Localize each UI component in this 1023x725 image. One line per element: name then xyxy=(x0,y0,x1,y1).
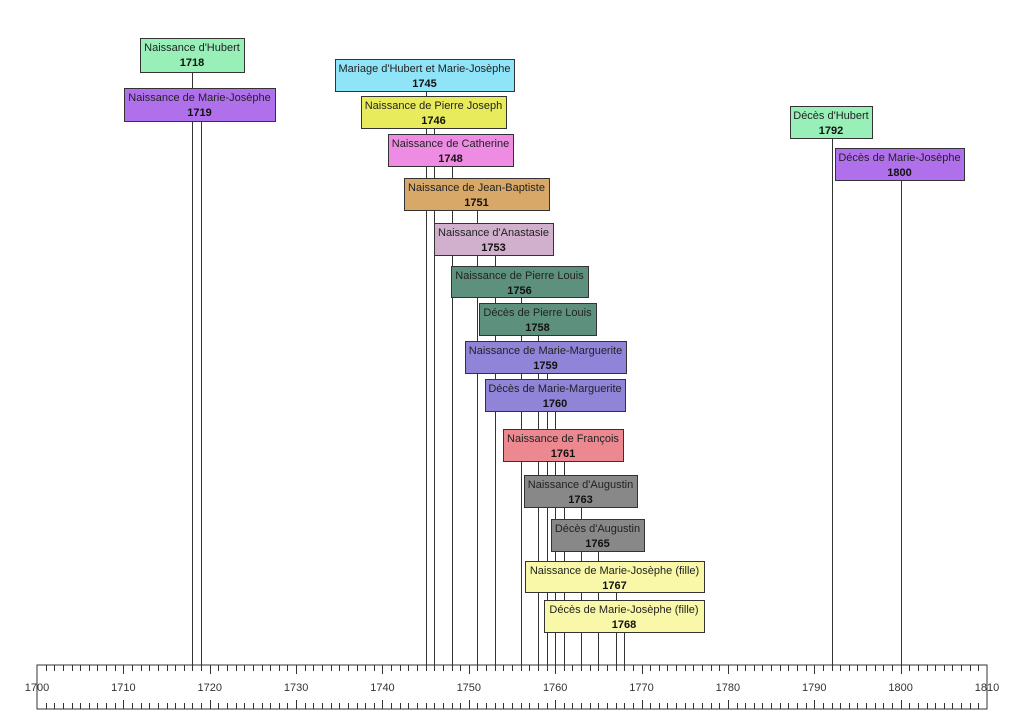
event-box-bg xyxy=(544,600,705,633)
event-label: Naissance d'Hubert xyxy=(144,42,240,54)
event-box-bg xyxy=(790,106,873,139)
axis-tick-label: 1730 xyxy=(284,682,308,694)
event-label: Naissance de François xyxy=(507,433,619,445)
event-box-bg xyxy=(479,303,597,336)
event-label: Décès d'Hubert xyxy=(793,110,868,122)
event-year: 1746 xyxy=(421,115,445,127)
axis-tick-label: 1720 xyxy=(197,682,221,694)
event-box: Naissance de Jean-Baptiste 1751 xyxy=(404,178,550,211)
event-box: Naissance de Marie-Josèphe (fille) 1767 xyxy=(525,561,705,593)
event-box: Décès d'Augustin 1765 xyxy=(551,519,645,552)
axis-tick-label: 1780 xyxy=(716,682,740,694)
time-axis: 1700 1710 1720 1730 1740 1750 1760 1770 1780 1790… xyxy=(25,664,999,710)
event-label: Mariage d'Hubert et Marie-Josèphe xyxy=(338,63,510,75)
event-label: Naissance de Jean-Baptiste xyxy=(408,182,545,194)
event-box-bg xyxy=(404,178,550,211)
event-year: 1718 xyxy=(180,57,204,69)
event-label: Naissance de Pierre Louis xyxy=(455,270,584,282)
event-box-bg xyxy=(361,96,507,129)
event-box-bg xyxy=(524,475,638,508)
event-label: Naissance d'Augustin xyxy=(528,479,633,491)
event-label: Décès d'Augustin xyxy=(555,523,640,535)
event-year: 1760 xyxy=(543,398,567,410)
event-box-bg xyxy=(503,429,624,462)
axis-tick-label: 1710 xyxy=(111,682,135,694)
event-year: 1792 xyxy=(819,125,843,137)
event-box-bg xyxy=(465,341,627,374)
event-box: Naissance de François 1761 xyxy=(503,429,624,462)
event-box: Décès de Marie-Marguerite 1760 xyxy=(485,379,626,412)
event-year: 1751 xyxy=(464,197,488,209)
event-label: Naissance de Pierre Joseph xyxy=(365,100,503,112)
event-boxes: Naissance d'Hubert 1718 Naissance de Marie… xyxy=(124,38,965,633)
event-box-bg xyxy=(485,379,626,412)
event-label: Naissance de Catherine xyxy=(392,138,509,150)
axis-tick-label: 1770 xyxy=(629,682,653,694)
event-label: Naissance de Marie-Josèphe (fille) xyxy=(530,565,699,577)
axis-frame xyxy=(36,664,988,710)
axis-tick-label: 1700 xyxy=(25,682,49,694)
event-box-bg xyxy=(335,59,515,92)
event-label: Décès de Marie-Josèphe (fille) xyxy=(549,604,698,616)
event-box: Naissance de Marie-Marguerite 1759 xyxy=(465,341,627,374)
event-box-bg xyxy=(451,266,589,298)
event-box: Naissance de Pierre Joseph 1746 xyxy=(361,96,507,129)
event-box: Naissance d'Augustin 1763 xyxy=(524,475,638,508)
event-box: Décès d'Hubert 1792 xyxy=(790,106,873,139)
event-box-bg xyxy=(140,38,245,73)
event-box: Décès de Marie-Josèphe 1800 xyxy=(835,148,965,181)
event-label: Naissance de Marie-Marguerite xyxy=(469,345,622,357)
event-box-bg xyxy=(525,561,705,593)
event-box: Décès de Pierre Louis 1758 xyxy=(479,303,597,336)
event-label: Décès de Pierre Louis xyxy=(483,307,592,319)
event-year: 1767 xyxy=(602,580,626,592)
event-box-bg xyxy=(434,223,554,256)
event-year: 1800 xyxy=(887,167,911,179)
axis-tick-label: 1740 xyxy=(370,682,394,694)
axis-tick-label: 1790 xyxy=(802,682,826,694)
event-label: Décès de Marie-Josèphe xyxy=(838,152,960,164)
event-box: Mariage d'Hubert et Marie-Josèphe 1745 xyxy=(335,59,515,92)
event-box: Naissance d'Hubert 1718 xyxy=(140,38,245,73)
event-label: Décès de Marie-Marguerite xyxy=(488,383,621,395)
event-year: 1765 xyxy=(585,538,609,550)
event-box-bg xyxy=(124,88,276,122)
event-label: Naissance d'Anastasie xyxy=(438,227,549,239)
event-label: Naissance de Marie-Josèphe xyxy=(128,92,270,104)
event-year: 1763 xyxy=(568,494,592,506)
event-year: 1753 xyxy=(481,242,505,254)
event-year: 1768 xyxy=(612,619,636,631)
event-box: Décès de Marie-Josèphe (fille) 1768 xyxy=(544,600,705,633)
event-box: Naissance de Marie-Josèphe 1719 xyxy=(124,88,276,122)
event-year: 1758 xyxy=(525,322,549,334)
axis-tick-label: 1810 xyxy=(975,682,999,694)
event-year: 1748 xyxy=(438,153,462,165)
axis-tick-label: 1750 xyxy=(457,682,481,694)
event-year: 1759 xyxy=(533,360,557,372)
axis-tick-label: 1760 xyxy=(543,682,567,694)
event-box: Naissance de Catherine 1748 xyxy=(388,134,514,167)
event-year: 1719 xyxy=(187,107,211,119)
event-box: Naissance d'Anastasie 1753 xyxy=(434,223,554,256)
event-box-bg xyxy=(551,519,645,552)
event-box: Naissance de Pierre Louis 1756 xyxy=(451,266,589,298)
event-year: 1745 xyxy=(412,78,436,90)
event-box-bg xyxy=(835,148,965,181)
axis-tick-label: 1800 xyxy=(888,682,912,694)
event-box-bg xyxy=(388,134,514,167)
event-year: 1761 xyxy=(551,448,575,460)
event-year: 1756 xyxy=(507,285,531,297)
